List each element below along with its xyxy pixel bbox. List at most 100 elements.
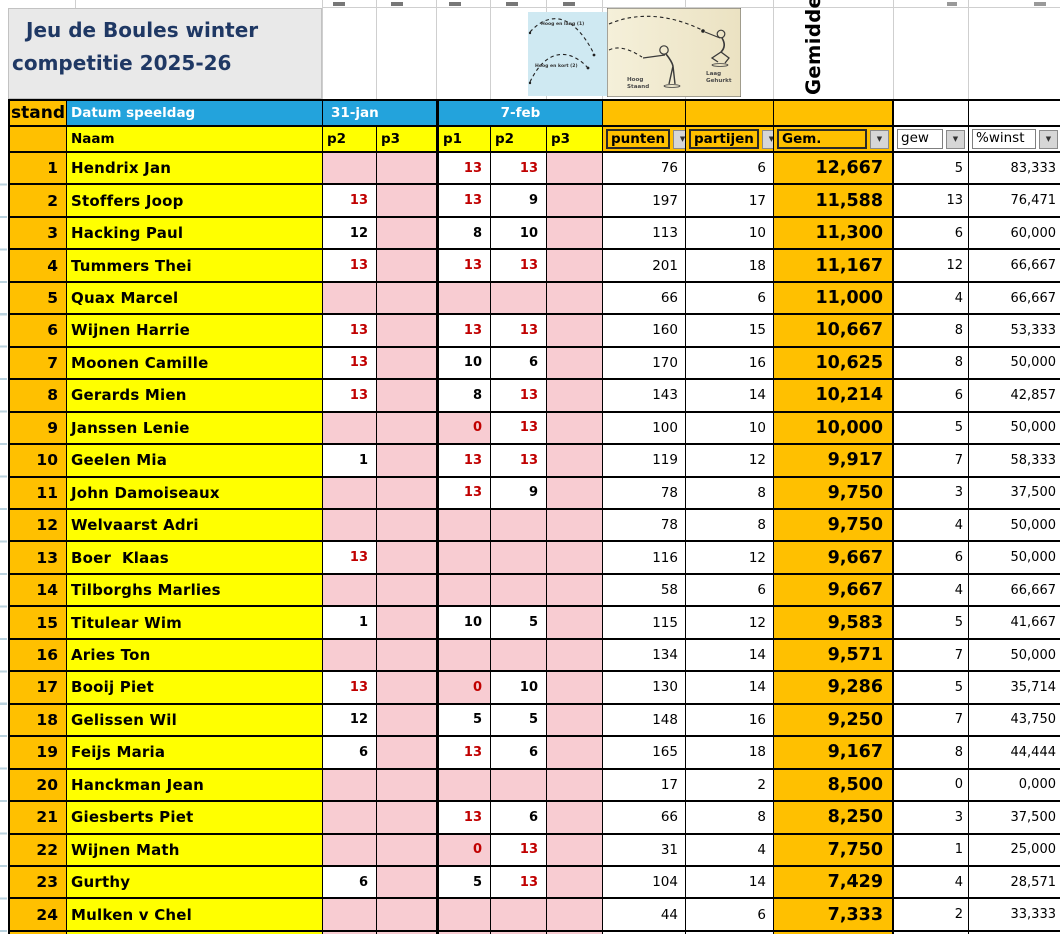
score-cell-31jan-p2[interactable]: [323, 153, 377, 184]
score-cell-31jan-p2[interactable]: [323, 509, 377, 541]
rank-cell[interactable]: 2: [10, 185, 67, 216]
score-cell-7feb-p1[interactable]: [437, 574, 491, 606]
gem-cell[interactable]: 10,625: [774, 347, 894, 379]
score-cell-7feb-p1[interactable]: 10: [437, 607, 491, 638]
score-cell-7feb-p3[interactable]: [547, 380, 603, 411]
punten-cell[interactable]: 130: [603, 672, 686, 703]
score-cell-31jan-p2[interactable]: [323, 477, 377, 508]
score-cell-7feb-p1[interactable]: 13: [437, 315, 491, 346]
score-cell-7feb-p1[interactable]: [437, 769, 491, 801]
score-cell-31jan-p2[interactable]: 13: [323, 672, 377, 703]
score-cell-7feb-p2[interactable]: 13: [491, 834, 547, 865]
gem-cell[interactable]: 11,300: [774, 217, 894, 249]
gew-cell[interactable]: 3: [894, 802, 969, 833]
score-cell-7feb-p3[interactable]: [547, 185, 603, 216]
score-cell-7feb-p2[interactable]: 10: [491, 672, 547, 703]
score-cell-7feb-p2[interactable]: 13: [491, 380, 547, 411]
score-cell-31jan-p2[interactable]: 6: [323, 737, 377, 768]
partijen-cell[interactable]: 12: [686, 542, 774, 573]
score-cell-7feb-p2[interactable]: 13: [491, 866, 547, 898]
partijen-cell[interactable]: 8: [686, 509, 774, 541]
score-cell-31jan-p2[interactable]: [323, 574, 377, 606]
player-name-cell[interactable]: Booij Piet: [67, 672, 323, 703]
score-cell-31jan-p2[interactable]: 12: [323, 704, 377, 736]
rank-cell[interactable]: 1: [10, 153, 67, 184]
rank-cell[interactable]: 18: [10, 704, 67, 736]
score-cell-31jan-p3[interactable]: [377, 737, 437, 768]
player-name-cell[interactable]: Titulear Wim: [67, 607, 323, 638]
winst-cell[interactable]: 53,333: [1010, 322, 1057, 338]
score-cell-7feb-p1[interactable]: [437, 639, 491, 671]
winst-cell[interactable]: 44,444: [1010, 744, 1057, 760]
score-cell-31jan-p2[interactable]: 12: [323, 217, 377, 249]
score-cell-31jan-p3[interactable]: [377, 185, 437, 216]
score-cell-7feb-p3[interactable]: [547, 217, 603, 249]
score-cell-7feb-p2[interactable]: [491, 769, 547, 801]
score-cell-7feb-p1[interactable]: [437, 509, 491, 541]
gem-cell[interactable]: 10,000: [774, 412, 894, 444]
winst-cell[interactable]: 83,333: [1010, 160, 1057, 176]
player-name-cell[interactable]: Mulken v Chel: [67, 899, 323, 930]
player-name-cell[interactable]: Aries Ton: [67, 639, 323, 671]
gem-cell[interactable]: 9,667: [774, 574, 894, 606]
rank-cell[interactable]: 12: [10, 509, 67, 541]
score-cell-7feb-p3[interactable]: [547, 737, 603, 768]
gew-cell[interactable]: 7: [894, 639, 969, 671]
score-cell-31jan-p2[interactable]: 1: [323, 607, 377, 638]
gem-cell[interactable]: 11,588: [774, 185, 894, 216]
score-cell-7feb-p3[interactable]: [547, 315, 603, 346]
rank-cell[interactable]: 8: [10, 380, 67, 411]
rank-cell[interactable]: 3: [10, 217, 67, 249]
score-cell-7feb-p3[interactable]: [547, 445, 603, 476]
col-header-p3b[interactable]: p3: [547, 127, 603, 151]
rank-cell[interactable]: 20: [10, 769, 67, 801]
winst-cell[interactable]: 50,000: [1010, 550, 1057, 566]
score-cell-7feb-p1[interactable]: [437, 542, 491, 573]
gew-cell[interactable]: 8: [894, 315, 969, 346]
partijen-cell[interactable]: 17: [686, 185, 774, 216]
gem-cell[interactable]: 9,917: [774, 445, 894, 476]
winst-cell[interactable]: 37,500: [1010, 485, 1057, 501]
gew-cell[interactable]: 5: [894, 672, 969, 703]
punten-cell[interactable]: 197: [603, 185, 686, 216]
winst-cell[interactable]: 60,000: [1010, 225, 1057, 241]
gew-cell[interactable]: 4: [894, 282, 969, 314]
winst-cell[interactable]: 66,667: [1010, 582, 1057, 598]
partijen-cell[interactable]: 18: [686, 737, 774, 768]
score-cell-7feb-p1[interactable]: 10: [437, 347, 491, 379]
winst-cell[interactable]: 50,000: [1010, 355, 1057, 371]
score-cell-7feb-p2[interactable]: 5: [491, 607, 547, 638]
gew-cell[interactable]: 12: [894, 250, 969, 281]
winst-cell[interactable]: 25,000: [1010, 842, 1057, 858]
punten-cell[interactable]: 170: [603, 347, 686, 379]
punten-cell[interactable]: 76: [603, 153, 686, 184]
partijen-cell[interactable]: 12: [686, 445, 774, 476]
naam-header-cell[interactable]: Naam: [67, 127, 323, 151]
score-cell-7feb-p3[interactable]: [547, 282, 603, 314]
score-cell-7feb-p2[interactable]: 13: [491, 412, 547, 444]
player-name-cell[interactable]: Moonen Camille: [67, 347, 323, 379]
col-header-p1b[interactable]: p1: [437, 127, 491, 151]
gew-cell[interactable]: 6: [894, 542, 969, 573]
score-cell-31jan-p3[interactable]: [377, 639, 437, 671]
rank-cell[interactable]: 17: [10, 672, 67, 703]
player-name-cell[interactable]: Giesberts Piet: [67, 802, 323, 833]
score-cell-31jan-p3[interactable]: [377, 834, 437, 865]
player-name-cell[interactable]: Boer Klaas: [67, 542, 323, 573]
score-cell-31jan-p2[interactable]: 13: [323, 380, 377, 411]
player-name-cell[interactable]: Tilborghs Marlies: [67, 574, 323, 606]
rank-cell[interactable]: 7: [10, 347, 67, 379]
score-cell-7feb-p2[interactable]: 6: [491, 802, 547, 833]
punten-cell[interactable]: 44: [603, 899, 686, 930]
gew-cell[interactable]: 1: [894, 834, 969, 865]
score-cell-7feb-p3[interactable]: [547, 477, 603, 508]
player-name-cell[interactable]: Wijnen Harrie: [67, 315, 323, 346]
gew-cell[interactable]: 4: [894, 574, 969, 606]
score-cell-7feb-p3[interactable]: [547, 574, 603, 606]
punten-cell[interactable]: 148: [603, 704, 686, 736]
rank-cell[interactable]: 4: [10, 250, 67, 281]
date-7feb-cell[interactable]: 7-feb: [437, 101, 603, 125]
player-name-cell[interactable]: Stoffers Joop: [67, 185, 323, 216]
player-name-cell[interactable]: Hendrix Jan: [67, 153, 323, 184]
rank-cell[interactable]: 24: [10, 899, 67, 930]
